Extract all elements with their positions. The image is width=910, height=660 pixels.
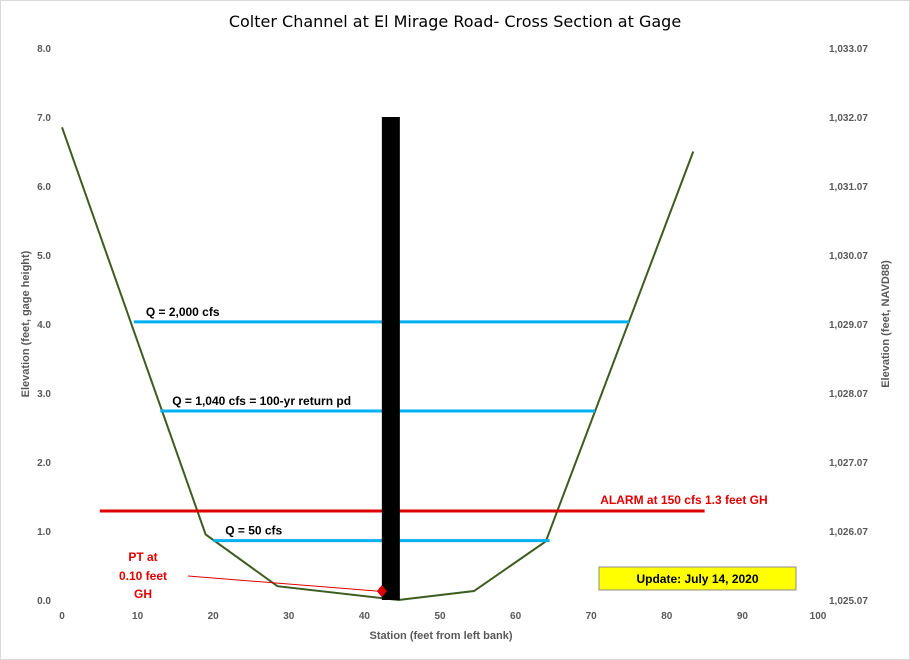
y-tick-label: 2.0 [37,458,51,469]
pt-marker [376,585,387,598]
x-tick-label: 50 [434,611,446,622]
pt-arrow-line [187,575,378,592]
x-tick-label: 100 [810,611,827,622]
x-tick-label: 60 [510,611,522,622]
gage-post [381,117,400,600]
x-tick-label: 70 [586,611,598,622]
y2-tick-label: 1,031.07 [829,182,868,193]
x-tick-label: 10 [132,611,144,622]
x-tick-label: 0 [59,611,65,622]
y-tick-label: 5.0 [37,251,51,262]
x-tick-label: 90 [737,611,749,622]
y-tick-label: 1.0 [37,527,51,538]
x-tick-labels: 0 10 20 30 40 50 60 70 80 90 100 [59,611,827,622]
y2-tick-label: 1,025.07 [829,596,868,607]
ground-profile-line [61,127,695,602]
flow-label: Q = 1,040 cfs = 100-yr return pd [172,394,351,408]
y2-tick-label: 1,026.07 [829,527,868,538]
flow-lines: Q = 2,000 cfs Q = 1,040 cfs = 100-yr retu… [133,305,629,543]
flow-label: Q = 50 cfs [225,524,282,538]
x-tick-label: 40 [359,611,371,622]
pt-label-line: 0.10 feet [119,569,167,583]
y2-tick-label: 1,029.07 [829,320,868,331]
y-tick-label: 3.0 [37,389,51,400]
x-tick-label: 20 [208,611,220,622]
pt-label: PT at 0.10 feet GH [119,550,167,601]
pt-label-line: GH [134,587,152,601]
y-tick-label: 6.0 [37,182,51,193]
y2-tick-label: 1,030.07 [829,251,868,262]
update-label: Update: July 14, 2020 [636,572,758,586]
x-tick-label: 80 [661,611,673,622]
y2-tick-label: 1,032.07 [829,113,868,124]
y2-tick-label: 1,027.07 [829,458,868,469]
flow-label: Q = 2,000 cfs [146,305,220,319]
y-tick-label: 0.0 [37,596,51,607]
y-tick-label: 4.0 [37,320,51,331]
x-tick-label: 30 [283,611,295,622]
y-tick-labels: 0.0 1.0 2.0 3.0 4.0 5.0 6.0 7.0 8.0 [37,44,51,607]
chart-title: Colter Channel at El Mirage Road- Cross … [229,12,681,31]
y2-tick-labels: 1,025.07 1,026.07 1,027.07 1,028.07 1,029.07… [829,44,868,607]
y2-tick-label: 1,028.07 [829,389,868,400]
y-axis-title-left: Elevation (feet, gage height) [20,250,32,397]
update-box: Update: July 14, 2020 [598,566,797,591]
y2-tick-label: 1,033.07 [829,44,868,55]
y-tick-label: 8.0 [37,44,51,55]
y-axis-title-right: Elevation (feet, NAVD88) [880,260,892,388]
plot-area: Q = 2,000 cfs Q = 1,040 cfs = 100-yr retu… [61,117,768,602]
y-tick-label: 7.0 [37,113,51,124]
alarm-label: ALARM at 150 cfs 1.3 feet GH [600,493,767,507]
pt-label-line: PT at [128,550,157,564]
x-axis-title: Station (feet from left bank) [369,630,512,642]
